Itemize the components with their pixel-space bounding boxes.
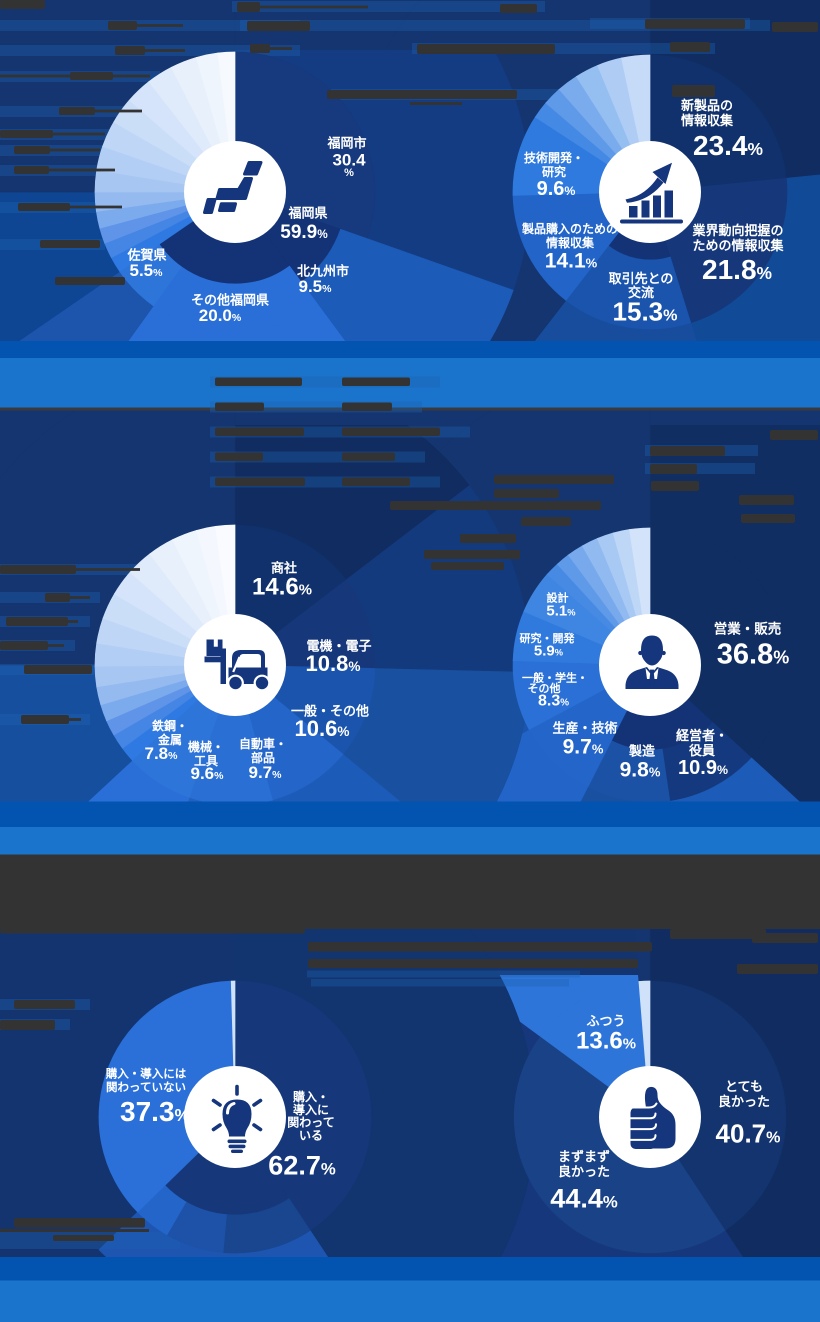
- svg-text:5.1%: 5.1%: [546, 602, 576, 619]
- svg-text:10.8%: 10.8%: [306, 651, 361, 676]
- svg-text:製造: 製造: [628, 744, 656, 759]
- svg-text:5.9%: 5.9%: [534, 642, 564, 659]
- svg-text:電機・電子: 電機・電子: [306, 639, 371, 654]
- svg-text:自動車・: 自動車・: [239, 736, 287, 751]
- svg-text:取引先との: 取引先との: [609, 271, 674, 286]
- svg-text:研究・開発: 研究・開発: [520, 631, 576, 645]
- svg-text:良かった: 良かった: [718, 1094, 770, 1109]
- svg-text:14.1%: 14.1%: [545, 250, 598, 273]
- svg-text:%: %: [344, 167, 354, 179]
- svg-text:工具: 工具: [194, 754, 218, 768]
- svg-text:佐賀県: 佐賀県: [126, 248, 166, 263]
- svg-text:9.8%: 9.8%: [620, 759, 661, 782]
- svg-text:その他: その他: [528, 681, 561, 695]
- svg-text:役員: 役員: [689, 743, 715, 758]
- svg-text:製品購入のための: 製品購入のための: [521, 221, 618, 236]
- svg-text:購入・: 購入・: [292, 1089, 329, 1104]
- svg-text:いる: いる: [299, 1128, 323, 1142]
- svg-text:30.4: 30.4: [332, 151, 366, 170]
- svg-text:鉄鋼・: 鉄鋼・: [152, 718, 188, 733]
- svg-text:経営者・: 経営者・: [676, 728, 728, 743]
- svg-text:金属: 金属: [157, 732, 182, 747]
- svg-text:59.9%: 59.9%: [280, 222, 328, 243]
- svg-text:9.7%: 9.7%: [563, 736, 604, 759]
- svg-text:営業・販売: 営業・販売: [714, 621, 782, 637]
- svg-text:ための情報収集: ための情報収集: [692, 238, 784, 253]
- svg-text:9.6%: 9.6%: [537, 178, 576, 200]
- svg-text:研究: 研究: [542, 164, 566, 179]
- svg-text:交流: 交流: [628, 285, 654, 300]
- svg-text:新製品の: 新製品の: [681, 98, 733, 113]
- svg-text:一般・学生・: 一般・学生・: [522, 670, 588, 684]
- svg-text:設計: 設計: [547, 590, 569, 604]
- svg-text:情報収集: 情報収集: [546, 235, 595, 250]
- svg-text:その他福岡県: その他福岡県: [191, 293, 269, 308]
- svg-text:福岡県: 福岡県: [287, 206, 327, 221]
- svg-text:機械・: 機械・: [188, 739, 224, 754]
- svg-text:業界動向把握の: 業界動向把握の: [691, 223, 783, 238]
- svg-text:8.3%: 8.3%: [538, 692, 569, 709]
- svg-text:生産・技術: 生産・技術: [552, 721, 617, 736]
- svg-text:技術開発・: 技術開発・: [524, 150, 584, 165]
- svg-text:商社: 商社: [271, 561, 297, 576]
- svg-text:とても: とても: [725, 1079, 763, 1094]
- svg-text:20.0%: 20.0%: [199, 306, 242, 325]
- svg-text:10.9%: 10.9%: [678, 757, 728, 779]
- svg-text:一般・その他: 一般・その他: [291, 704, 369, 719]
- svg-text:情報収集: 情報収集: [681, 113, 734, 128]
- svg-text:購入・導入には: 購入・導入には: [105, 1066, 187, 1080]
- svg-text:良かった: 良かった: [558, 1164, 610, 1179]
- svg-text:まずまず: まずまず: [558, 1149, 610, 1164]
- svg-text:関わって: 関わって: [287, 1116, 334, 1130]
- svg-text:ふつう: ふつう: [586, 1014, 625, 1029]
- svg-text:部品: 部品: [251, 750, 275, 765]
- svg-text:北九州市: 北九州市: [297, 264, 349, 279]
- svg-text:44.4%: 44.4%: [550, 1184, 618, 1214]
- svg-text:関わっていない: 関わっていない: [106, 1081, 186, 1094]
- svg-text:導入に: 導入に: [293, 1102, 329, 1117]
- svg-text:福岡市: 福岡市: [326, 136, 366, 151]
